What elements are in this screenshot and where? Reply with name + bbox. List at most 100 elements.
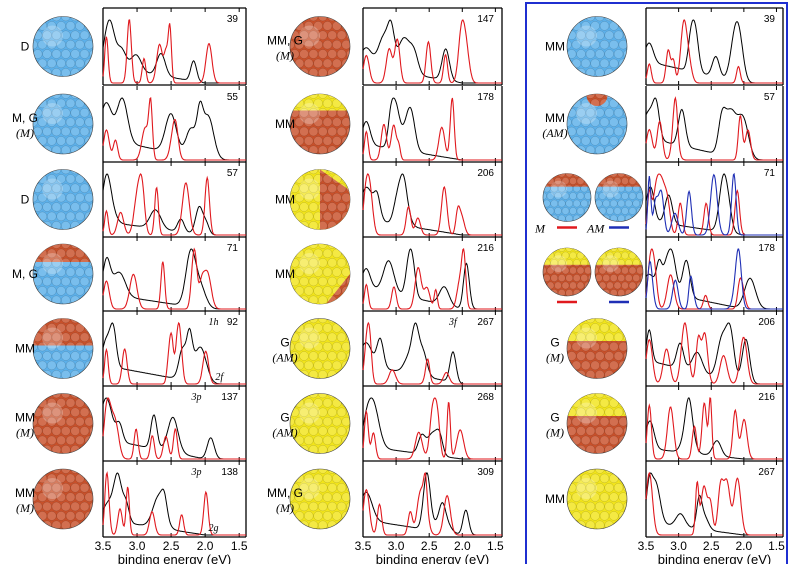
cluster-image [289,318,351,379]
theory-line-am [645,248,783,310]
axis-tick-label: 2.5 [421,539,438,553]
structure-label: MM [275,117,295,131]
theory-line-m [102,471,246,536]
structure-sublabel: (M) [546,351,564,365]
cluster-size-label: 57 [764,92,776,103]
cluster-image [289,93,351,155]
experiment-line [645,19,783,84]
cluster-image [32,169,94,230]
cluster-size-label: 39 [764,14,776,25]
structure-sublabel: (AM) [272,426,297,440]
experiment-line [102,397,246,460]
cluster-image [594,173,644,222]
cluster-size-label: 92 [227,317,239,328]
cluster-size-label: 71 [227,243,239,254]
experiment-line [362,97,502,161]
theory-line-m [645,397,783,460]
experiment-line [645,472,783,536]
experiment-line [362,173,502,236]
peak-label: 3p [191,392,202,403]
cluster-size-label: 138 [221,467,238,478]
cluster-size-label: 178 [477,92,494,103]
x-axis-title: binding energy (eV) [376,552,489,564]
axis-tick-label: 2.5 [703,539,720,553]
axis-tick-label: 2.0 [736,539,753,553]
structure-sublabel: (M) [16,501,34,515]
structure-label: MM [545,40,565,54]
peak-label: 3f [448,317,458,328]
structure-sublabel: (M) [276,49,294,63]
theory-line-m [362,397,502,460]
axis-tick-label: 1.5 [487,539,504,553]
cluster-image [566,468,628,530]
cluster-size-label: 216 [758,392,775,403]
cluster-image [289,393,351,454]
structure-sublabel: (M) [16,426,34,440]
experiment-line [645,173,783,236]
cluster-size-label: 178 [758,243,775,254]
cluster-size-label: 309 [477,467,494,478]
theory-line-m [362,19,502,84]
structure-label: G [550,411,559,425]
structure-label: D [21,193,30,207]
theory-line-m [645,471,783,536]
theory-line-m [362,97,502,161]
cluster-image [594,247,644,297]
x-axis-title: binding energy (eV) [118,552,231,564]
cluster-image [542,247,592,297]
cluster-size-label: 57 [227,168,239,179]
cluster-size-label: 55 [227,92,239,103]
cluster-size-label: 71 [764,168,776,179]
structure-label: M, G [12,111,38,125]
structure-label: G [280,411,289,425]
axis-tick-label: 3.5 [638,539,655,553]
cluster-image [32,16,94,77]
structure-label: D [21,40,30,54]
structure-label: M, G [12,267,38,281]
experiment-line [645,322,783,385]
cluster-size-label: 39 [227,14,239,25]
cluster-size-label: 268 [477,392,494,403]
structure-label: MM [545,111,565,125]
axis-tick-label: 1.5 [768,539,785,553]
axis-tick-label: 2.0 [197,539,214,553]
theory-line-m [645,322,783,385]
theory-line-m [102,397,246,460]
cluster-size-label: 137 [221,392,238,403]
peak-label: 3p [191,467,202,478]
axis-tick-label: 2.0 [454,539,471,553]
cluster-size-label: 206 [758,317,775,328]
cluster-image [32,393,94,454]
cluster-size-label: 147 [477,14,494,25]
cluster-image [32,93,94,155]
cluster-image [32,243,94,305]
cluster-image [566,16,628,77]
theory-line-m [362,173,502,236]
theory-line-m [102,96,246,161]
cluster-image [32,318,94,379]
structure-label: MM [15,342,35,356]
theory-line-m [102,19,246,84]
structure-sublabel: (AM) [542,126,567,140]
axis-tick-label: 2.5 [163,539,180,553]
cluster-image [566,393,628,454]
experiment-line [362,322,502,385]
axis-tick-label: 3.5 [95,539,112,553]
structure-sublabel: (M) [546,426,564,440]
structure-sublabel: (AM) [272,351,297,365]
theory-line-m [645,19,783,84]
cluster-size-label: 206 [477,168,494,179]
theory-line-m [102,247,246,310]
structure-label: MM [15,411,35,425]
axis-tick-label: 3.0 [670,539,687,553]
axis-tick-label: 3.5 [355,539,372,553]
axis-tick-label: 3.0 [129,539,146,553]
structure-label: G [550,336,559,350]
theory-line-m [645,96,783,161]
theory-line-m [102,321,246,385]
theory-line-m [102,173,246,236]
theory-line-m [362,321,502,385]
experiment-line [645,397,783,460]
cluster-image [566,93,628,155]
